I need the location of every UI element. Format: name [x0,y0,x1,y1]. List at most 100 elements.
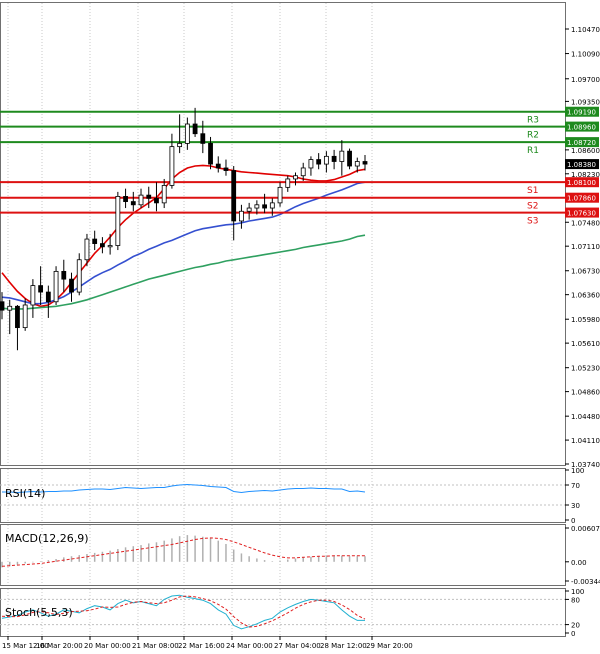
candle-body [293,175,298,180]
rsi-y-tick-label: 30 [571,502,580,510]
y-tick-label: 1.04480 [571,413,600,421]
y-tick-label: 1.09350 [571,98,600,106]
rsi-line [2,483,366,494]
y-tick-label: 1.09700 [571,76,600,84]
candle-body [177,143,183,148]
y-tick-label: 1.04860 [571,389,600,397]
level-name-s1: S1 [527,186,538,196]
y-tick-label: 1.07110 [571,243,600,251]
rsi-label: RSI(14) [5,487,45,500]
y-tick-label: 1.06730 [571,268,600,276]
candle-body [277,186,283,204]
level-price-tag [565,121,599,132]
x-tick-label: 29 Mar 20:00 [366,642,413,650]
candle-body [184,123,190,144]
candle-body [169,146,175,186]
x-tick-label: 21 Mar 08:00 [132,642,179,650]
candle-body [69,278,74,293]
level-name-r3: R3 [527,116,539,126]
candle-body [0,301,5,311]
rsi-y-tick-label: 0 [571,517,575,525]
candle-body [38,285,44,293]
y-tick-label: 1.07480 [571,219,600,227]
y-tick-label: 1.04110 [571,437,600,445]
candle-body [61,270,67,280]
candle-body [347,150,352,167]
x-tick-label: 24 Mar 00:00 [226,642,273,650]
current-price-tag [565,159,599,170]
x-tick-label: 27 Mar 04:00 [274,642,321,650]
level-price-tag [565,192,599,203]
y-tick-label: 1.06360 [571,292,600,300]
y-tick-label: 1.10090 [571,51,600,59]
candle-body [138,194,144,206]
x-tick-label: 22 Mar 16:00 [178,642,225,650]
x-tick-label: 28 Mar 12:00 [320,642,367,650]
candle-body [22,304,28,329]
stoch-signal-line [1,595,366,628]
candle-body [285,178,291,188]
stoch-y-tick-label: 80 [571,596,580,604]
candle-body [300,167,306,177]
candle-body [362,161,368,165]
level-price-label: 1.07630 [567,210,596,218]
candle-body [45,291,51,303]
x-tick-label: 15 Mar 12:00 [2,642,49,650]
candle-body [53,270,59,303]
x-tick-label: 20 Mar 00:00 [84,642,131,650]
candle-body [84,238,90,261]
level-name-s2: S2 [527,202,538,212]
candle-body [316,159,322,165]
candle-body [200,133,206,144]
moving-average-line [1,164,366,308]
candle-body [323,155,329,165]
level-price-label: 1.08720 [567,139,596,147]
stoch-panel-frame [0,588,566,637]
candle-body [331,155,337,162]
level-price-label: 1.07860 [567,195,596,203]
candle-body [223,167,229,171]
candle-body [215,163,221,169]
moving-average-line [1,181,366,305]
candle-body [339,150,345,162]
stoch-y-tick-label: 20 [571,622,580,630]
rsi-y-tick-label: 100 [571,467,584,475]
level-price-tag [565,106,599,117]
macd-signal-line [1,537,365,567]
main-panel-frame [0,2,566,466]
rsi-y-tick-label: 70 [571,482,580,490]
level-price-tag [565,207,599,218]
level-price-label: 1.08960 [567,124,596,132]
candle-body [146,194,152,199]
candle-body [7,305,13,311]
y-tick-label: 1.05610 [571,340,600,348]
candle-body [115,196,121,246]
moving-average-line [1,234,366,310]
candle-body [308,159,314,169]
stoch-label: Stoch(5,5,3) [5,606,73,619]
candle-body [100,243,105,248]
macd-label: MACD(12,26,9) [5,532,89,545]
y-tick-label: 1.05980 [571,316,600,324]
candle-body [354,161,360,167]
x-tick-label: 16 Mar 20:00 [36,642,83,650]
level-price-label: 1.08100 [567,179,596,187]
candle-body [154,197,159,204]
candle-body [231,170,237,222]
candle-body [254,204,260,209]
candle-body [130,201,136,206]
candle-body [107,245,113,248]
candle-body [76,259,82,293]
level-price-label: 1.09190 [567,109,596,117]
candle-body [192,123,198,135]
candle-body [246,207,252,212]
current-price-label: 1.08380 [567,161,596,169]
level-name-r1: R1 [527,146,539,156]
macd-y-tick-label: -0.003449 [571,578,600,586]
level-name-s3: S3 [527,217,538,227]
candle-body [92,238,98,244]
level-name-r2: R2 [527,131,539,141]
candle-body [123,196,128,202]
candle-body [30,285,36,306]
